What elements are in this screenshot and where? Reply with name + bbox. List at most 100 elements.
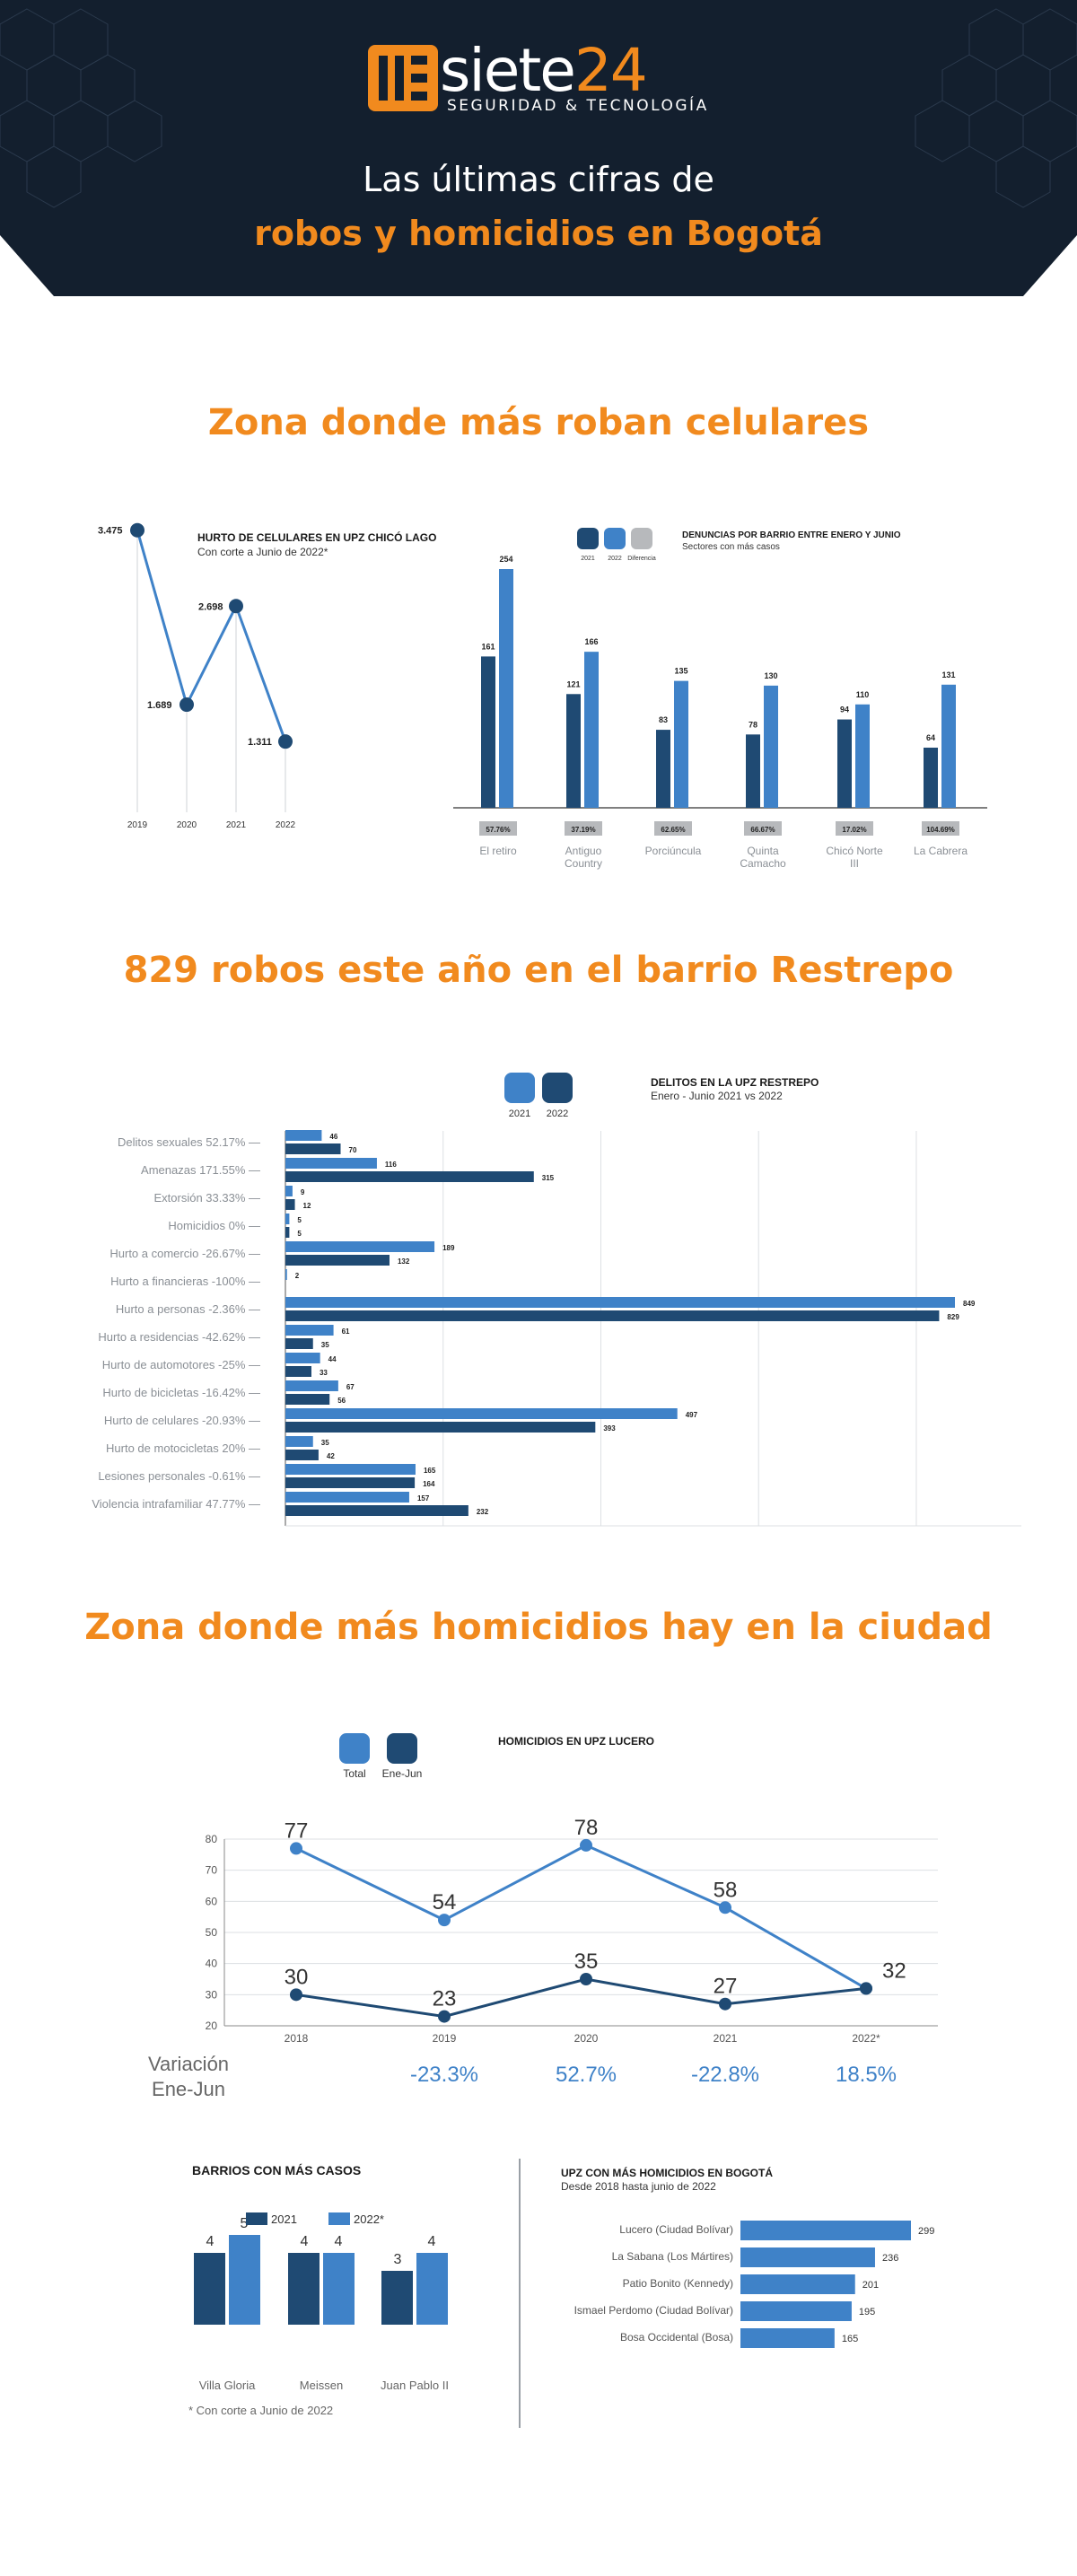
x-tick-label: 2020: [177, 820, 197, 830]
x-tick-label: 2022: [276, 820, 296, 830]
category-label: Camacho: [740, 857, 786, 870]
section-title-celulares: Zona donde más roban celulares: [207, 402, 870, 443]
bar-value-label: 4: [301, 2234, 309, 2249]
variation-value: 52.7%: [556, 2063, 617, 2087]
bar-2021: [285, 1436, 313, 1447]
bar-2022: [285, 1422, 596, 1433]
category-label: Country: [565, 857, 602, 870]
bar-value-label: 35: [321, 1439, 329, 1447]
data-point: [278, 734, 293, 749]
bar-value-label: 83: [659, 715, 668, 724]
bar-2022: [285, 1227, 290, 1238]
bar-2022: [285, 1505, 468, 1516]
bar-2022: [584, 652, 599, 808]
bar-value-label: 64: [926, 733, 935, 742]
bar-2021: [285, 1269, 287, 1280]
legend-label: 2022: [547, 1108, 568, 1119]
bar-value-label: 78: [749, 720, 757, 729]
category-label: Delitos sexuales 52.17% —: [118, 1135, 260, 1149]
data-point: [580, 1838, 592, 1852]
bar-2022: [285, 1310, 940, 1321]
bar-2022: [285, 1338, 313, 1349]
bar-value-label: 165: [842, 2334, 858, 2344]
bar-2021: [285, 1353, 320, 1363]
logo-tagline: SEGURIDAD & TECNOLOGÍA: [447, 97, 709, 115]
difference-label: 17.02%: [842, 826, 866, 834]
legend-label: 2021: [271, 2212, 297, 2226]
chart-title: HURTO DE CELULARES EN UPZ CHICÓ LAGO: [197, 530, 436, 544]
data-label: 58: [714, 1878, 738, 1902]
bar-value-label: 67: [346, 1383, 355, 1391]
hexagon-pattern: [0, 8, 1077, 208]
bar-2022: [323, 2253, 355, 2325]
bar-2021: [285, 1214, 290, 1224]
bar-value-label: 130: [764, 671, 777, 680]
chart-title: BARRIOS CON MÁS CASOS: [192, 2163, 361, 2177]
data-label: 27: [714, 1975, 738, 1999]
category-label: Homicidios 0% —: [168, 1219, 260, 1232]
variation-label: Ene-Jun: [152, 2078, 225, 2100]
chart-barrios-mas-casos: 4 5 Villa Gloria 4 4 Meissen 3 4 Juan Pablo II BA…: [188, 2163, 449, 2417]
category-label: Violencia intrafamiliar 47.77% —: [92, 1497, 260, 1511]
data-point: [719, 1901, 731, 1914]
data-label: 3.475: [98, 526, 123, 537]
chart-title: DELITOS EN LA UPZ RESTREPO: [651, 1076, 819, 1089]
legend-label: Total: [343, 1767, 365, 1780]
legend-swatch: [577, 528, 599, 549]
bar-2021: [285, 1158, 377, 1169]
bar-value-label: 315: [542, 1174, 555, 1182]
bar-2021: [285, 1464, 416, 1475]
legend-label: 2021: [509, 1108, 530, 1119]
bar: [740, 2274, 855, 2294]
legend-swatch-2022: [542, 1073, 573, 1103]
y-tick-label: 20: [206, 2020, 218, 2032]
bar-value-label: 236: [882, 2253, 898, 2264]
data-label: 77: [285, 1818, 309, 1843]
bar-value-label: 4: [428, 2234, 436, 2249]
difference-badge: [479, 821, 517, 836]
bar-2021: [566, 694, 581, 808]
bar-2021: [285, 1186, 293, 1196]
bar: [740, 2328, 835, 2348]
difference-badge: [922, 821, 959, 836]
bar-2021: [837, 719, 852, 808]
difference-label: 37.19%: [571, 826, 595, 834]
difference-badge: [565, 821, 602, 836]
data-label: 2.698: [198, 601, 223, 612]
y-tick-label: 70: [206, 1864, 218, 1877]
chart-subtitle: Desde 2018 hasta junio de 2022: [561, 2180, 716, 2193]
chart-title: HOMICIDIOS EN UPZ LUCERO: [498, 1735, 654, 1748]
series-line: [136, 530, 287, 742]
chart-denuncias-por-barrio: 161 254 57.76% El retiro 121 166 37.19% Antiguo…: [453, 528, 987, 870]
bar-2022: [285, 1171, 534, 1182]
bar: [740, 2247, 875, 2267]
legend-label: Diferencia: [627, 556, 656, 562]
category-label: Juan Pablo II: [381, 2379, 449, 2392]
bar-value-label: 829: [947, 1313, 959, 1321]
bar-2021: [285, 1130, 322, 1141]
bar-value-label: 195: [859, 2307, 875, 2318]
bar-2022: [416, 2253, 448, 2325]
category-label: Hurto a personas -2.36% —: [116, 1302, 260, 1316]
bar-2021: [285, 1241, 435, 1252]
chart-note: * Con corte a Junio de 2022: [188, 2404, 333, 2417]
data-label: 1.689: [147, 700, 172, 711]
bar-value-label: 70: [349, 1146, 357, 1154]
bar-value-label: 116: [385, 1161, 397, 1169]
bar-value-label: 157: [417, 1494, 430, 1503]
category-label: Quinta: [747, 845, 779, 857]
bar-value-label: 5: [241, 2216, 249, 2231]
category-label: Patio Bonito (Kennedy): [623, 2277, 733, 2290]
series-line-ene-jun: [295, 1977, 867, 2019]
bar-2022: [674, 680, 688, 808]
category-label: III: [850, 857, 859, 870]
category-label: Hurto de motocicletas 20% —: [106, 1441, 260, 1455]
legend-label: 2021: [581, 556, 595, 562]
difference-badge: [654, 821, 692, 836]
difference-label: 66.67%: [750, 826, 775, 834]
bar-value-label: 121: [566, 679, 580, 688]
chart-subtitle: Enero - Junio 2021 vs 2022: [651, 1090, 783, 1102]
data-label: 35: [574, 1950, 599, 1974]
bar-value-label: 299: [918, 2226, 934, 2237]
bar-2021: [656, 730, 670, 808]
